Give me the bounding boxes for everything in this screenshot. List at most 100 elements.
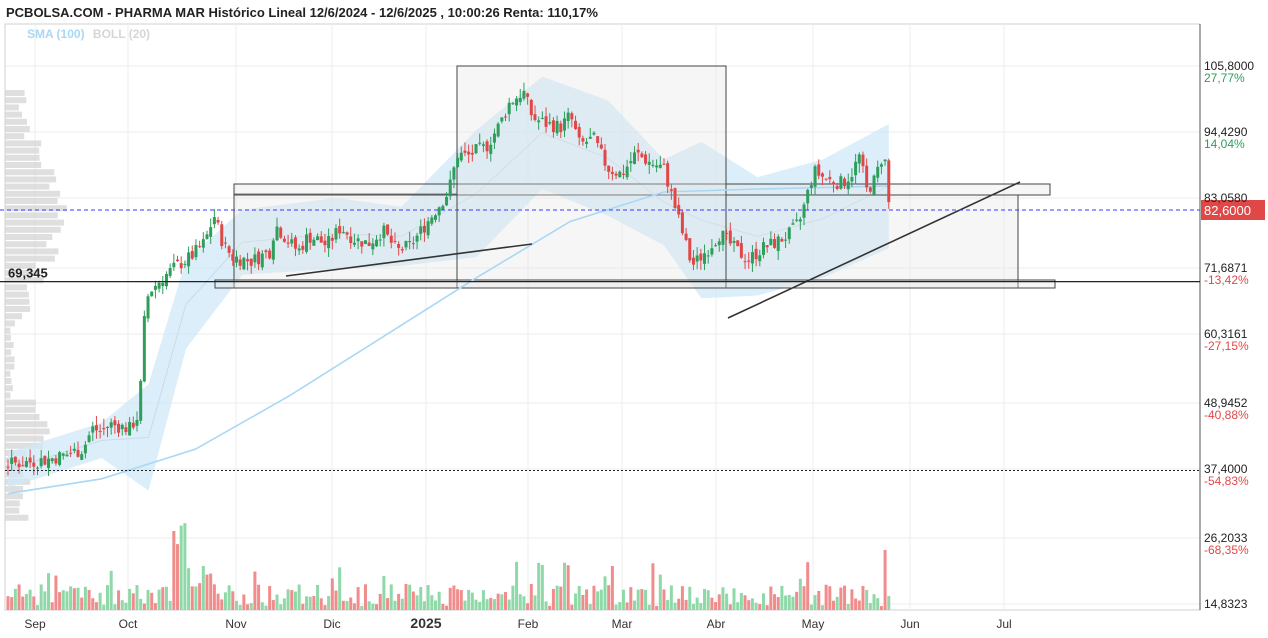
y-tick-price: 48,9452 bbox=[1204, 396, 1248, 410]
volume-bar bbox=[592, 585, 596, 610]
candle-body bbox=[850, 177, 854, 182]
candle-body bbox=[463, 150, 467, 153]
candle-body bbox=[566, 112, 570, 122]
volume-bar bbox=[732, 588, 736, 610]
candle-body bbox=[474, 144, 478, 154]
candle-body bbox=[857, 154, 861, 164]
legend-sma[interactable]: SMA (100) bbox=[27, 27, 85, 41]
volume-bar bbox=[754, 602, 758, 610]
candle-body bbox=[551, 120, 555, 133]
profile-bar bbox=[5, 385, 13, 392]
box-resistance-band bbox=[233, 183, 1051, 196]
profile-bar bbox=[5, 154, 40, 161]
candle-body bbox=[17, 463, 21, 468]
volume-bar bbox=[234, 600, 238, 610]
candle-body bbox=[345, 232, 349, 235]
candle-body bbox=[662, 163, 666, 165]
volume-bar bbox=[231, 591, 235, 610]
volume-bar bbox=[640, 589, 644, 610]
candle-body bbox=[386, 224, 390, 235]
volume-bar bbox=[750, 598, 754, 610]
candle-body bbox=[765, 245, 769, 248]
candle-body bbox=[846, 181, 850, 190]
profile-bar bbox=[5, 327, 11, 334]
volume-bar bbox=[323, 605, 327, 610]
y-tick-percent: -68,35% bbox=[1204, 543, 1249, 557]
candle-body bbox=[352, 242, 356, 245]
candle-body bbox=[419, 226, 423, 234]
volume-bar bbox=[703, 588, 707, 610]
volume-bar bbox=[6, 596, 10, 610]
volume-bar bbox=[341, 600, 345, 610]
legend-boll[interactable]: BOLL (20) bbox=[92, 27, 151, 41]
candle-body bbox=[839, 176, 843, 189]
candle-body bbox=[562, 118, 566, 131]
volume-bar bbox=[758, 604, 762, 610]
volume-bar bbox=[80, 597, 84, 610]
volume-bar bbox=[10, 597, 14, 610]
candle-body bbox=[835, 186, 839, 189]
x-tick-label: May bbox=[802, 617, 825, 631]
volume-bar bbox=[850, 589, 854, 610]
volume-bar bbox=[743, 595, 747, 610]
volume-bar bbox=[91, 598, 95, 610]
sma-line bbox=[7, 185, 889, 495]
volume-bar bbox=[828, 586, 832, 610]
candle-body bbox=[581, 138, 585, 142]
volume-bar bbox=[736, 602, 740, 610]
profile-bar bbox=[5, 392, 11, 399]
candle-body bbox=[769, 238, 773, 246]
volume-bar bbox=[647, 604, 651, 610]
candle-body bbox=[375, 239, 379, 247]
y-tick-price: 14,8323 bbox=[1204, 597, 1248, 611]
volume-bar bbox=[651, 563, 655, 610]
candle-body bbox=[334, 228, 338, 240]
volume-bar bbox=[787, 594, 791, 610]
candle-body bbox=[644, 154, 648, 164]
volume-bar bbox=[98, 592, 102, 610]
sma-100-path bbox=[7, 185, 889, 495]
candle-body bbox=[798, 219, 802, 222]
profile-bar bbox=[5, 493, 23, 500]
candle-body bbox=[883, 159, 887, 162]
trend-lines: 82,6000 bbox=[0, 181, 1265, 319]
volume-bar bbox=[625, 602, 629, 610]
volume-bar bbox=[297, 584, 301, 610]
volume-bar bbox=[286, 589, 290, 610]
volume-bar bbox=[437, 591, 441, 610]
candle-body bbox=[691, 257, 695, 265]
candle-body bbox=[153, 285, 157, 290]
volume-bar bbox=[58, 592, 62, 610]
volume-bar bbox=[419, 586, 423, 610]
volume-bar bbox=[65, 591, 69, 610]
candle-body bbox=[655, 165, 659, 168]
candle-body bbox=[275, 226, 279, 241]
volume-bar bbox=[338, 567, 342, 610]
volume-bar bbox=[246, 604, 250, 610]
volume-bar bbox=[691, 603, 695, 610]
candle-body bbox=[349, 236, 353, 243]
trendline-apr bbox=[727, 181, 1021, 319]
candle-body bbox=[400, 249, 404, 251]
volume-bar bbox=[540, 564, 544, 610]
volume-bar bbox=[242, 594, 246, 610]
candle-body bbox=[131, 422, 135, 428]
candle-body bbox=[721, 230, 725, 245]
y-tick-price: 37,4000 bbox=[1204, 462, 1248, 476]
candle-body bbox=[172, 262, 176, 268]
candle-body bbox=[54, 458, 58, 464]
candle-body bbox=[467, 151, 471, 155]
volume-bar bbox=[721, 587, 725, 610]
volume-bar bbox=[581, 595, 585, 610]
volume-bar bbox=[382, 575, 386, 610]
volume-bar bbox=[485, 599, 489, 610]
candle-body bbox=[327, 236, 331, 249]
volume-bar bbox=[378, 593, 382, 610]
profile-bar bbox=[5, 435, 44, 442]
volume-bar bbox=[139, 598, 143, 610]
volume-bar bbox=[393, 600, 397, 610]
volume-bar bbox=[854, 598, 858, 610]
candle-body bbox=[695, 255, 699, 262]
volume-bar bbox=[551, 588, 555, 610]
candle-body bbox=[176, 259, 180, 262]
